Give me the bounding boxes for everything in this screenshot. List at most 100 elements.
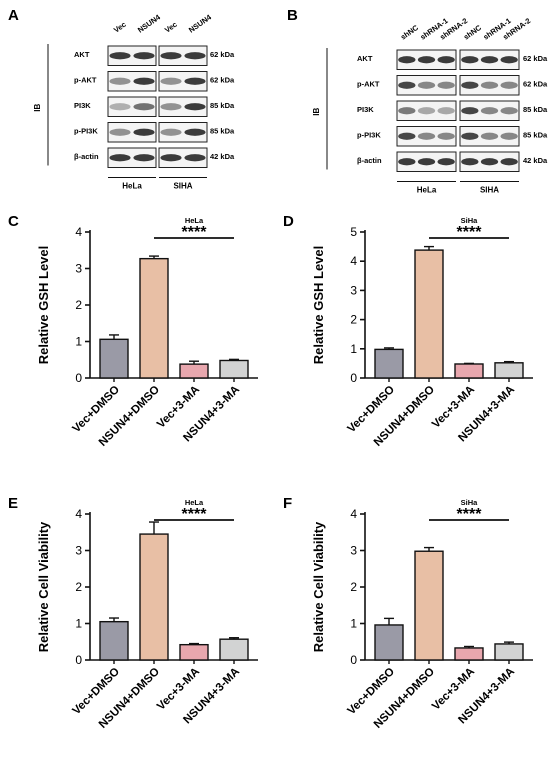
group-label: HeLa xyxy=(122,182,142,191)
panel-letter: F xyxy=(283,495,292,512)
blot-band xyxy=(437,132,455,140)
blot-band xyxy=(480,158,499,166)
bar xyxy=(219,359,249,379)
kda-label: 62 kDa xyxy=(523,80,548,89)
lane-label: shNC xyxy=(399,23,421,42)
panel-letter: E xyxy=(8,495,18,512)
blot-band xyxy=(437,107,455,115)
blot-band xyxy=(437,56,455,64)
row-label: β-actin xyxy=(74,152,99,161)
blot-band xyxy=(500,81,518,89)
chart-title: HeLa xyxy=(185,216,204,225)
group-label: SIHA xyxy=(173,182,192,191)
blot-band xyxy=(184,77,206,85)
significance-marker: **** xyxy=(457,224,483,241)
chart-title: SiHa xyxy=(461,216,479,225)
bar xyxy=(414,550,444,661)
y-tick-label: 4 xyxy=(75,507,82,521)
y-tick-label: 3 xyxy=(75,544,82,558)
blot-band xyxy=(160,77,182,85)
lane-label: NSUN4 xyxy=(187,12,214,34)
lane-label: NSUN4 xyxy=(136,12,163,34)
y-tick-label: 4 xyxy=(350,254,357,268)
bar xyxy=(414,249,444,379)
y-tick-label: 3 xyxy=(350,544,357,558)
y-tick-label: 3 xyxy=(350,283,357,297)
bar xyxy=(99,338,129,379)
blot-band xyxy=(500,158,518,166)
bar xyxy=(494,362,524,379)
kda-label: 42 kDa xyxy=(523,156,548,165)
y-axis-label: Relative Cell Viability xyxy=(36,521,51,652)
blot-band xyxy=(109,77,131,85)
kda-label: 42 kDa xyxy=(210,152,235,161)
row-label: PI3K xyxy=(357,105,374,114)
blot-band xyxy=(461,132,479,140)
row-label: β-actin xyxy=(357,156,382,165)
panel-letter: A xyxy=(8,7,19,24)
blot-band xyxy=(461,56,479,64)
bar xyxy=(139,257,169,379)
y-tick-label: 1 xyxy=(350,342,357,356)
blot-band xyxy=(500,107,518,115)
blot-band xyxy=(184,103,206,111)
blot-band xyxy=(133,52,155,60)
blot-box xyxy=(158,147,208,168)
y-tick-label: 0 xyxy=(350,371,357,385)
blot-band xyxy=(160,128,182,136)
blot-band xyxy=(417,56,436,64)
blot-band xyxy=(417,158,436,166)
blot-band xyxy=(461,107,479,115)
bar xyxy=(454,647,484,661)
blot-band xyxy=(500,132,518,140)
blot-band xyxy=(398,158,416,166)
y-tick-label: 5 xyxy=(350,225,357,239)
group-label: HeLa xyxy=(417,186,437,195)
blot-box xyxy=(107,96,157,117)
bar xyxy=(99,620,129,661)
bar xyxy=(374,348,404,379)
blot-band xyxy=(109,154,131,162)
blot-band xyxy=(480,81,499,89)
blot-box xyxy=(158,71,208,92)
blot-band xyxy=(480,107,499,115)
row-label: PI3K xyxy=(74,101,91,110)
group-label: SIHA xyxy=(480,186,499,195)
row-label: p-PI3K xyxy=(357,131,381,140)
blot-box xyxy=(158,122,208,143)
blot-band xyxy=(500,56,518,64)
western-blot-panel-b: BshNCshRNA-1shRNA-2shNCshRNA-1shRNA-2IBA… xyxy=(287,7,548,195)
y-tick-label: 0 xyxy=(350,653,357,667)
blot-box xyxy=(107,147,157,168)
blot-band xyxy=(461,158,479,166)
y-tick-label: 2 xyxy=(75,580,82,594)
bar xyxy=(374,624,404,661)
y-axis-label: Relative Cell Viability xyxy=(311,521,326,652)
blot-box xyxy=(107,71,157,92)
chart-title: SiHa xyxy=(461,498,479,507)
blot-band xyxy=(398,56,416,64)
blot-band xyxy=(461,81,479,89)
kda-label: 85 kDa xyxy=(210,127,235,136)
blot-band xyxy=(417,132,436,140)
y-tick-label: 3 xyxy=(75,262,82,276)
blot-band xyxy=(480,132,499,140)
y-axis-label: Relative GSH Level xyxy=(311,246,326,365)
blot-band xyxy=(417,81,436,89)
blot-band xyxy=(437,158,455,166)
significance-marker: **** xyxy=(182,224,208,241)
kda-label: 62 kDa xyxy=(523,54,548,63)
y-tick-label: 4 xyxy=(350,507,357,521)
blot-band xyxy=(160,52,182,60)
bar xyxy=(179,363,209,379)
blot-box xyxy=(158,96,208,117)
blot-band xyxy=(417,107,436,115)
ib-label: IB xyxy=(312,108,321,116)
lane-label: Vec xyxy=(163,20,179,35)
blot-band xyxy=(184,154,206,162)
